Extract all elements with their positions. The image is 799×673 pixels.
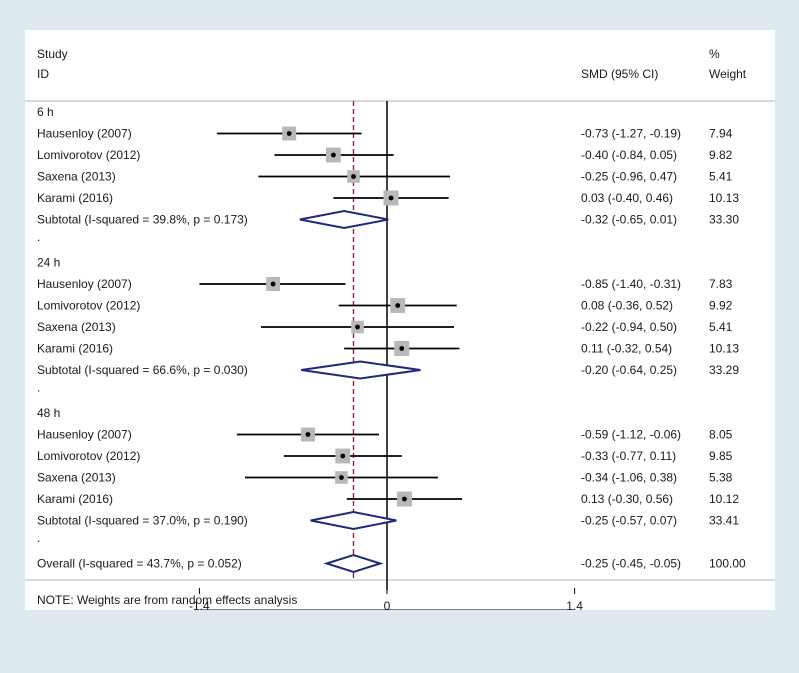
group-separator: . (37, 230, 40, 244)
point-estimate (355, 324, 360, 330)
overall-label: Overall (I-squared = 43.7%, p = 0.052) (37, 557, 242, 571)
point-estimate (395, 303, 401, 308)
group-label: 48 h (37, 406, 60, 420)
study-weight: 7.94 (709, 127, 733, 141)
study-name: Lomivorotov (2012) (37, 449, 140, 463)
study-ci: 0.13 (-0.30, 0.56) (581, 492, 673, 506)
point-estimate (402, 496, 407, 502)
subtotal-ci: -0.32 (-0.65, 0.01) (581, 213, 677, 227)
point-estimate (399, 346, 405, 351)
study-name: Saxena (2013) (37, 170, 116, 184)
forest-rows: 6 h Hausenloy (2007) -0.73 (-1.27, -0.19) 7… (37, 101, 746, 613)
study-weight: 9.92 (709, 299, 733, 313)
subtotal-label: Subtotal (I-squared = 39.8%, p = 0.173) (37, 213, 248, 227)
study-weight: 5.41 (709, 170, 733, 184)
group-label: 24 h (37, 256, 60, 270)
study-weight: 9.85 (709, 449, 733, 463)
subtotal-weight: 33.41 (709, 514, 739, 528)
subtotal-ci: -0.20 (-0.64, 0.25) (581, 363, 677, 377)
study-ci: -0.73 (-1.27, -0.19) (581, 127, 681, 141)
forest-plot: Study ID SMD (95% CI) % Weight 6 h Hausen… (25, 47, 775, 613)
study-ci: 0.11 (-0.32, 0.54) (581, 342, 672, 356)
x-tick-label: 1.4 (566, 599, 583, 610)
subtotal-weight: 33.30 (709, 213, 739, 227)
study-ci: -0.40 (-0.84, 0.05) (581, 148, 677, 162)
study-weight: 10.13 (709, 342, 739, 356)
study-weight: 10.13 (709, 191, 739, 205)
study-ci: -0.85 (-1.40, -0.31) (581, 277, 681, 291)
point-estimate (305, 432, 311, 437)
x-tick-label: -1.4 (189, 599, 210, 610)
x-tick-label: 0 (384, 599, 391, 610)
study-name: Lomivorotov (2012) (37, 148, 140, 162)
study-weight: 5.38 (709, 471, 733, 485)
study-weight: 10.12 (709, 492, 739, 506)
study-weight: 9.82 (709, 148, 733, 162)
subtotal-label: Subtotal (I-squared = 66.6%, p = 0.030) (37, 363, 248, 377)
point-estimate (270, 281, 276, 287)
subtotal-diamond (301, 360, 421, 380)
study-ci: -0.22 (-0.94, 0.50) (581, 320, 677, 334)
subtotal-diamond (310, 510, 397, 531)
subtotal-diamond (299, 209, 389, 230)
point-estimate (388, 195, 394, 201)
overall-diamond (323, 553, 384, 574)
study-name: Karami (2016) (37, 492, 113, 506)
study-name: Hausenloy (2007) (37, 428, 132, 442)
study-name: Hausenloy (2007) (37, 277, 132, 291)
header-study: Study (37, 47, 68, 61)
study-name: Karami (2016) (37, 342, 113, 356)
study-name: Saxena (2013) (37, 320, 116, 334)
subtotal-weight: 33.29 (709, 363, 739, 377)
study-ci: 0.03 (-0.40, 0.46) (581, 191, 673, 205)
footnote: NOTE: Weights are from random effects an… (37, 593, 297, 607)
header-smd: SMD (95% CI) (581, 67, 658, 81)
study-ci: -0.25 (-0.96, 0.47) (581, 170, 677, 184)
study-name: Karami (2016) (37, 191, 113, 205)
study-ci: -0.59 (-1.12, -0.06) (581, 428, 681, 442)
study-ci: -0.34 (-1.06, 0.38) (581, 471, 677, 485)
study-name: Lomivorotov (2012) (37, 299, 140, 313)
point-estimate (331, 152, 336, 158)
group-separator: . (37, 381, 40, 395)
overall-weight: 100.00 (709, 557, 746, 571)
point-estimate (339, 475, 344, 480)
point-estimate (286, 131, 292, 136)
study-ci: -0.33 (-0.77, 0.11) (581, 449, 676, 463)
header-weight: Weight (709, 67, 747, 81)
group-label: 6 h (37, 105, 54, 119)
study-weight: 7.83 (709, 277, 733, 291)
study-name: Saxena (2013) (37, 471, 116, 485)
header-pct: % (709, 47, 720, 61)
study-ci: 0.08 (-0.36, 0.52) (581, 299, 673, 313)
study-weight: 8.05 (709, 428, 733, 442)
forest-plot-panel: Study ID SMD (95% CI) % Weight 6 h Hausen… (25, 30, 775, 613)
overall-ci: -0.25 (-0.45, -0.05) (581, 557, 681, 571)
point-estimate (351, 174, 356, 179)
study-weight: 5.41 (709, 320, 733, 334)
subtotal-ci: -0.25 (-0.57, 0.07) (581, 514, 677, 528)
header-id: ID (37, 67, 49, 81)
subtotal-label: Subtotal (I-squared = 37.0%, p = 0.190) (37, 514, 248, 528)
group-separator: . (37, 531, 40, 545)
point-estimate (340, 453, 346, 459)
study-name: Hausenloy (2007) (37, 127, 132, 141)
